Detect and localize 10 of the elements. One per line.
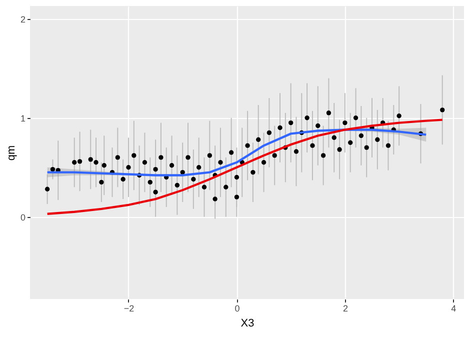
x-axis-title: X3 (240, 318, 254, 330)
x-tick-label: 2 (342, 304, 348, 314)
line-series (46, 118, 444, 215)
y-tick-label: 2 (20, 14, 26, 24)
x-tick-label: 4 (451, 304, 456, 314)
x-tick-label: −2 (124, 304, 134, 314)
y-tick-label: 0 (20, 212, 26, 222)
y-axis-title: qm (5, 145, 18, 161)
x-tick-label: 0 (234, 304, 240, 314)
y-tick-label: 1 (20, 113, 26, 124)
